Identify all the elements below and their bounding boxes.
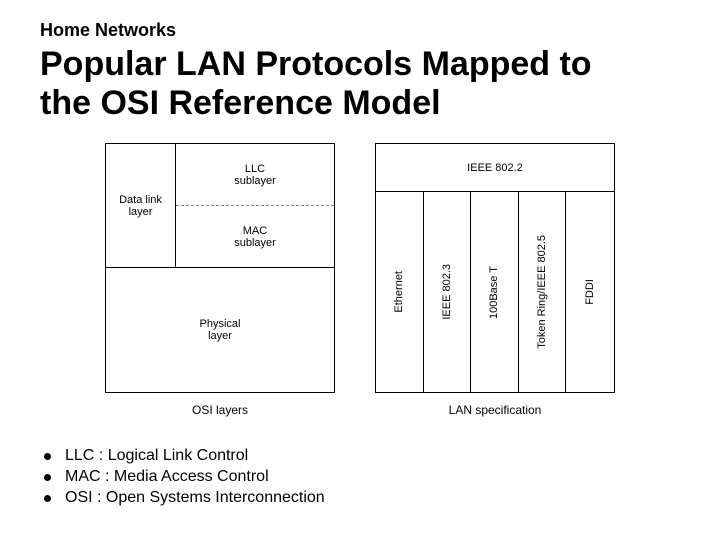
diagram-container: Data linklayer LLCsublayer MACsublayer P… bbox=[40, 143, 680, 417]
lan-caption: LAN specification bbox=[375, 403, 615, 417]
osi-caption: OSI layers bbox=[105, 403, 335, 417]
osi-grid: Data linklayer LLCsublayer MACsublayer P… bbox=[105, 143, 335, 393]
lan-col-100baset: 100Base T bbox=[471, 192, 519, 392]
osi-data-link-layer: Data linklayer bbox=[106, 144, 176, 268]
lan-top-ieee8022: IEEE 802.2 bbox=[376, 144, 614, 192]
bullet-text: MAC : Media Access Control bbox=[65, 468, 269, 486]
lan-col-fddi: FDDI bbox=[566, 192, 614, 392]
list-item: OSI : Open Systems Interconnection bbox=[44, 489, 680, 507]
osi-physical-layer: Physicallayer bbox=[106, 268, 334, 392]
bullet-icon bbox=[44, 474, 51, 481]
lan-col-ieee8023: IEEE 802.3 bbox=[424, 192, 472, 392]
bullet-text: OSI : Open Systems Interconnection bbox=[65, 489, 325, 507]
osi-llc-sublayer: LLCsublayer bbox=[176, 144, 334, 206]
bullet-text: LLC : Logical Link Control bbox=[65, 447, 248, 465]
list-item: LLC : Logical Link Control bbox=[44, 447, 680, 465]
lan-col-label: 100Base T bbox=[488, 266, 500, 319]
page-subtitle: Home Networks bbox=[40, 20, 680, 41]
title-line-1: Popular LAN Protocols Mapped to bbox=[40, 45, 592, 83]
lan-col-label: FDDI bbox=[584, 279, 596, 305]
bullet-list: LLC : Logical Link Control MAC : Media A… bbox=[40, 447, 680, 507]
osi-block: Data linklayer LLCsublayer MACsublayer P… bbox=[105, 143, 335, 417]
osi-mac-sublayer: MACsublayer bbox=[176, 206, 334, 268]
lan-block: IEEE 802.2 Ethernet IEEE 802.3 100Base T… bbox=[375, 143, 615, 417]
lan-col-label: Token Ring/IEEE 802.5 bbox=[536, 235, 548, 349]
title-line-2: the OSI Reference Model bbox=[40, 84, 441, 122]
lan-col-label: Ethernet bbox=[393, 271, 405, 313]
lan-col-ethernet: Ethernet bbox=[376, 192, 424, 392]
bullet-icon bbox=[44, 495, 51, 502]
lan-columns: Ethernet IEEE 802.3 100Base T Token Ring… bbox=[376, 192, 614, 392]
list-item: MAC : Media Access Control bbox=[44, 468, 680, 486]
lan-col-tokenring: Token Ring/IEEE 802.5 bbox=[519, 192, 567, 392]
page-title: Popular LAN Protocols Mapped to the OSI … bbox=[40, 45, 680, 123]
lan-col-label: IEEE 802.3 bbox=[441, 264, 453, 320]
bullet-icon bbox=[44, 453, 51, 460]
lan-grid: IEEE 802.2 Ethernet IEEE 802.3 100Base T… bbox=[375, 143, 615, 393]
